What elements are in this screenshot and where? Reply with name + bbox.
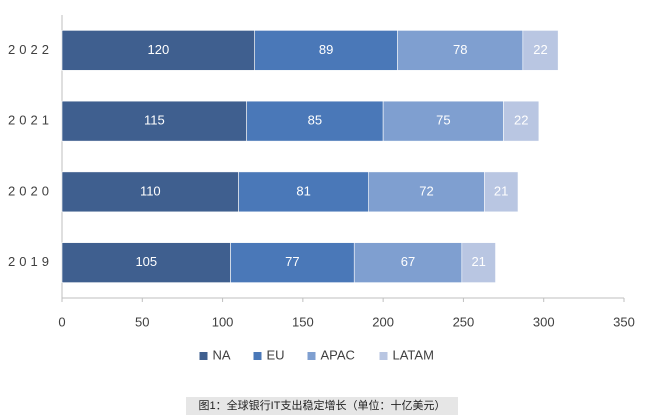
y-tick-label: 2022 (8, 42, 53, 57)
legend-label: EU (267, 347, 285, 362)
data-label: 89 (319, 42, 333, 57)
data-label: 75 (436, 113, 450, 128)
data-label: 67 (401, 254, 415, 269)
legend-swatch (199, 352, 208, 360)
x-tick-label: 150 (292, 314, 314, 329)
legend-swatch (253, 352, 262, 360)
caption-box (186, 397, 458, 415)
data-label: 77 (285, 254, 299, 269)
bar-segment (61, 242, 231, 283)
bar-segment (238, 171, 369, 213)
legend-label: NA (213, 347, 231, 362)
bar-segment (353, 242, 463, 283)
x-tick-label: 100 (212, 314, 234, 329)
bar-segment (61, 100, 247, 142)
data-label: 21 (494, 183, 508, 198)
data-label: 81 (296, 183, 310, 198)
data-label: 105 (135, 254, 157, 269)
data-label: 120 (147, 42, 169, 57)
legend-label: APAC (321, 347, 355, 362)
bar-segment (254, 30, 398, 71)
data-label: 22 (514, 113, 528, 128)
x-tick-label: 200 (372, 314, 394, 329)
data-label: 22 (533, 42, 547, 57)
data-label: 110 (140, 183, 161, 198)
y-tick-label: 2020 (8, 183, 53, 198)
bar-segment (461, 242, 496, 283)
bar-segment (397, 30, 524, 71)
legend-swatch (379, 352, 388, 360)
x-tick-label: 50 (135, 314, 149, 329)
data-label: 85 (308, 113, 322, 128)
bar-segment (503, 100, 540, 142)
bar-segment (230, 242, 355, 283)
x-tick-label: 350 (613, 314, 635, 329)
data-label: 115 (144, 113, 165, 128)
bar-segment (61, 30, 255, 71)
y-tick-label: 2021 (8, 113, 53, 128)
y-tick-label: 2019 (8, 254, 53, 269)
bar-segment (522, 30, 559, 71)
bar-segment (368, 171, 485, 213)
data-label: 78 (453, 42, 467, 57)
caption: 图1：全球银行IT支出稳定增长（单位：十亿美元） (199, 398, 446, 412)
x-tick-label: 300 (533, 314, 555, 329)
legend-swatch (307, 352, 316, 360)
bar-segment (61, 171, 239, 213)
data-label: 72 (419, 183, 433, 198)
x-tick-label: 0 (58, 314, 65, 329)
legend-label: LATAM (393, 347, 434, 362)
x-tick-label: 250 (453, 314, 475, 329)
data-label: 21 (471, 254, 485, 269)
bar-segment (484, 171, 519, 213)
bar-segment (246, 100, 384, 142)
bar-segment (382, 100, 504, 142)
